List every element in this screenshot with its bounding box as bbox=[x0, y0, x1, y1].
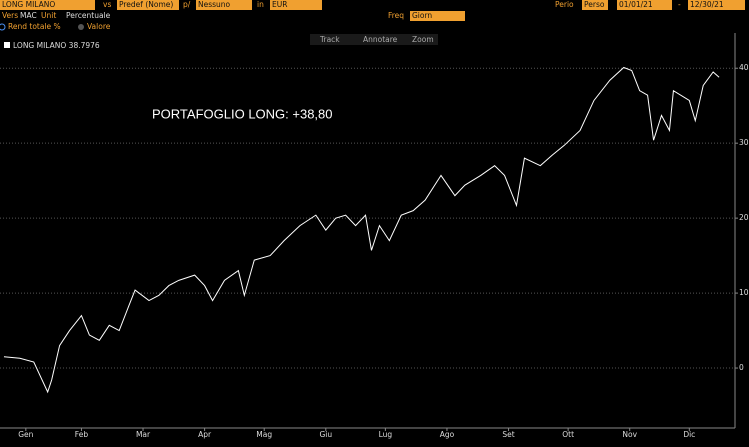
y-tick-label: 30 bbox=[739, 138, 749, 147]
x-tick-label: Lug bbox=[379, 430, 393, 439]
end-field[interactable] bbox=[688, 0, 745, 10]
security: LONG MILANO bbox=[2, 0, 55, 9]
per-value: Nessuno bbox=[198, 0, 231, 9]
option-2: Valore bbox=[87, 22, 111, 31]
legend-label: LONG MILANO 38.7976 bbox=[13, 41, 100, 50]
vers-value: MAC bbox=[20, 11, 37, 20]
in-label: in bbox=[257, 0, 264, 9]
per-field[interactable] bbox=[196, 0, 252, 10]
x-tick-label: Ago bbox=[440, 430, 455, 439]
freq-field[interactable] bbox=[410, 11, 465, 21]
per-label: p/ bbox=[183, 0, 191, 9]
y-tick-label: 20 bbox=[739, 213, 749, 222]
radio-2[interactable] bbox=[78, 24, 84, 30]
x-tick-label: Feb bbox=[75, 430, 89, 439]
y-tick-label: 0 bbox=[739, 363, 744, 372]
option-1: Rend totale % bbox=[8, 22, 61, 31]
y-tick-label: 40 bbox=[739, 63, 749, 72]
vs-label: vs bbox=[103, 0, 111, 9]
x-tick-label: Ott bbox=[562, 430, 574, 439]
x-tick-label: Nov bbox=[622, 430, 637, 439]
currency: EUR bbox=[272, 0, 287, 9]
freq-value: Giorn bbox=[412, 11, 432, 20]
x-tick-label: Giu bbox=[319, 430, 332, 439]
freq-label: Freq bbox=[388, 11, 404, 20]
button-bar bbox=[310, 34, 438, 45]
unit-value: Percentuale bbox=[66, 11, 111, 20]
start-field[interactable] bbox=[617, 0, 672, 10]
x-tick-label: Dic bbox=[683, 430, 695, 439]
period-label: Perio bbox=[555, 0, 574, 9]
annotation: PORTAFOGLIO LONG: +38,80 bbox=[152, 106, 333, 121]
dash: - bbox=[678, 0, 681, 9]
end-date: 12/30/21 bbox=[690, 0, 724, 9]
button[interactable]: Track bbox=[319, 35, 340, 44]
y-tick-label: 10 bbox=[739, 288, 749, 297]
start-date: 01/01/21 bbox=[619, 0, 653, 9]
x-tick-label: Apr bbox=[198, 430, 212, 439]
line bbox=[3, 66, 720, 394]
radio-1[interactable] bbox=[0, 23, 6, 31]
x-tick-label: Gen bbox=[18, 430, 33, 439]
unit-label: Unit bbox=[41, 11, 56, 20]
button[interactable]: Zoom bbox=[412, 35, 434, 44]
legend-swatch bbox=[4, 42, 10, 48]
period-field[interactable] bbox=[582, 0, 608, 10]
button[interactable]: Annotare bbox=[363, 35, 398, 44]
security-field[interactable] bbox=[0, 0, 95, 10]
period-value: Perso bbox=[584, 0, 605, 9]
currency-field[interactable] bbox=[270, 0, 322, 10]
x-tick-label: Mar bbox=[136, 430, 151, 439]
benchmark: Predef (Nome) bbox=[119, 0, 173, 9]
vers-label: Vers bbox=[2, 11, 18, 20]
x-tick-label: Set bbox=[502, 430, 514, 439]
x-tick-label: Mag bbox=[256, 430, 272, 439]
benchmark-field[interactable] bbox=[117, 0, 179, 10]
